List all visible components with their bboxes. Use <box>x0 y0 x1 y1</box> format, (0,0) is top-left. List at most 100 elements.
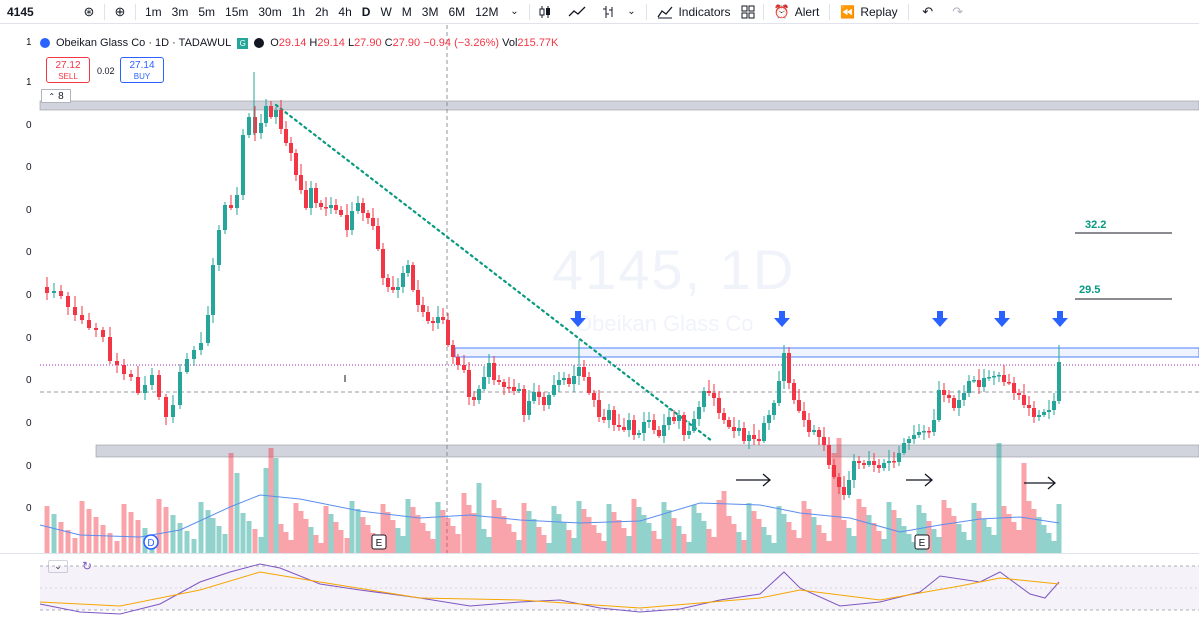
sell-button[interactable]: 27.12 SELL <box>46 57 90 83</box>
line-chart-icon[interactable] <box>566 1 588 23</box>
candle-body <box>847 480 851 495</box>
candle-body <box>229 205 233 208</box>
candle-body <box>842 487 846 495</box>
timeframe-4h[interactable]: 4h <box>338 4 352 19</box>
replay-button[interactable]: ⏪ Replay <box>834 1 903 23</box>
volume-bar <box>751 511 757 553</box>
chevron-up-icon: ⌃ <box>48 91 56 101</box>
volume-bar <box>546 543 552 553</box>
candle-body <box>431 321 435 323</box>
candle-body <box>391 287 395 290</box>
timeframe-15m[interactable]: 15m <box>225 4 249 19</box>
buy-button[interactable]: 27.14 BUY <box>120 57 164 83</box>
timeframe-M[interactable]: M <box>401 4 412 19</box>
redo-icon[interactable]: ↷ <box>952 3 964 19</box>
candle-body <box>857 461 861 463</box>
timeframe-30m[interactable]: 30m <box>258 4 282 19</box>
high-value: 29.14 <box>317 37 345 49</box>
timeframe-1m[interactable]: 1m <box>145 4 162 19</box>
timeframe-5m[interactable]: 5m <box>198 4 216 19</box>
candles-icon[interactable] <box>534 1 556 23</box>
candle-body <box>677 415 681 421</box>
bars-icon[interactable] <box>598 1 620 23</box>
candle-body <box>1027 405 1031 408</box>
volume-bar <box>93 517 99 553</box>
rsi-pane[interactable]: ⌄ ↻ <box>0 553 1199 620</box>
volume-bar <box>741 540 747 553</box>
volume-bar <box>531 519 537 553</box>
candle-body <box>66 296 70 307</box>
compare-icon[interactable]: ⊛ <box>83 3 95 19</box>
candle-body <box>178 372 182 405</box>
candle-body <box>1002 375 1006 382</box>
chevron-down-icon[interactable]: ⌄ <box>510 6 519 17</box>
volume-bar <box>344 538 350 553</box>
volume-bar <box>696 513 702 553</box>
volume-bar <box>856 499 862 553</box>
arrow-head <box>994 318 1010 327</box>
volume-bar <box>606 504 612 553</box>
candle-body <box>1012 383 1016 393</box>
left-price-axis: 1 1 0 0 0 0 0 0 0 0 0 0 <box>0 25 34 553</box>
candle-body <box>381 249 385 278</box>
timeframe-3M[interactable]: 3M <box>421 4 439 19</box>
volume-bar <box>726 516 732 553</box>
indicators-collapse-toggle[interactable]: ⌃ 8 <box>41 89 71 103</box>
timeframe-12M[interactable]: 12M <box>475 4 499 19</box>
candle-body <box>937 390 941 420</box>
candle-body <box>259 123 263 133</box>
indicators-button[interactable]: Indicators <box>651 1 736 23</box>
volume-bar <box>841 520 847 553</box>
arrow-right-drawing <box>1024 476 1056 490</box>
candle-body <box>592 393 596 400</box>
candle-body <box>522 389 526 415</box>
undo-icon[interactable]: ↶ <box>922 3 934 19</box>
candle-body <box>602 417 606 420</box>
volume-bar <box>516 540 522 553</box>
candle-body <box>451 345 455 357</box>
volume-bar <box>586 517 592 553</box>
volume-bar <box>501 516 507 553</box>
candle-body <box>1017 393 1021 395</box>
separator <box>529 3 531 20</box>
refresh-icon[interactable]: ↻ <box>82 559 92 573</box>
timeframe-D[interactable]: D <box>361 4 371 19</box>
symbol-search[interactable]: 4145 <box>2 1 78 23</box>
layout-grid-icon[interactable] <box>737 1 759 23</box>
volume-bar <box>521 503 527 553</box>
candle-body <box>682 415 686 435</box>
volume-bar <box>79 501 85 553</box>
candle-body <box>361 203 365 213</box>
timeframe-3m[interactable]: 3m <box>171 4 189 19</box>
rsi-collapse-button[interactable]: ⌄ <box>48 560 68 573</box>
rsi-line <box>39 563 1060 615</box>
candle-body <box>223 205 227 230</box>
volume-bar <box>58 522 64 553</box>
chart-pane[interactable]: 1 1 0 0 0 0 0 0 0 0 0 0 4145, 1D Obeikan Glass Co D… <box>0 25 1199 553</box>
timeframe-2h[interactable]: 2h <box>315 4 329 19</box>
candle-body <box>957 400 961 408</box>
add-symbol-icon[interactable]: ⊕ <box>114 3 126 19</box>
indicators-icon <box>657 6 673 18</box>
candle-body <box>192 350 196 359</box>
alert-button[interactable]: ⏰ Alert <box>768 1 826 23</box>
volume-bar <box>666 510 672 553</box>
name-watermark: Obeikan Glass Co <box>575 311 754 336</box>
timeframe-1h[interactable]: 1h <box>291 4 306 19</box>
candle-body <box>241 135 245 195</box>
candle-body <box>967 381 971 393</box>
timeframe-6M[interactable]: 6M <box>448 4 466 19</box>
chevron-down-icon[interactable]: ⌄ <box>627 6 636 17</box>
volume-bar <box>72 538 78 553</box>
low-value: 27.90 <box>354 37 382 49</box>
volume-bar <box>941 500 947 553</box>
separator <box>829 3 831 20</box>
volume-bar <box>210 518 216 553</box>
volume-bar <box>283 532 289 553</box>
arrow-head <box>570 318 586 327</box>
candle-body <box>712 393 716 398</box>
event-marker-label: D <box>147 538 154 549</box>
timeframe-W[interactable]: W <box>380 4 392 19</box>
volume-bar <box>776 506 782 553</box>
